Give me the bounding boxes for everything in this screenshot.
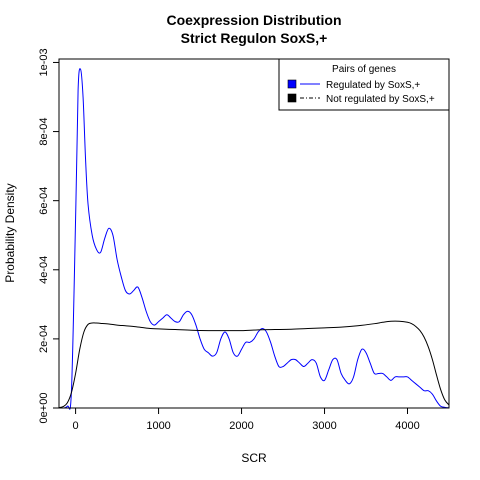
legend-swatch-regulated xyxy=(287,79,297,89)
series-line-regulated xyxy=(58,68,450,410)
x-tick-label: 2000 xyxy=(229,420,253,432)
y-tick-label: 6e-04 xyxy=(38,187,50,215)
x-tick-label: 4000 xyxy=(395,420,419,432)
series-lines xyxy=(58,68,450,410)
legend-title: Pairs of genes xyxy=(332,64,396,75)
legend-label-not-regulated: Not regulated by SoxS,+ xyxy=(326,94,435,105)
legend-label-regulated: Regulated by SoxS,+ xyxy=(326,80,420,91)
plot-frame xyxy=(58,58,450,409)
y-tick-label: 0e+00 xyxy=(38,393,50,424)
x-axis-label: SCR xyxy=(241,451,267,465)
y-tick-label: 8e-04 xyxy=(38,117,50,145)
y-tick-label: 4e-04 xyxy=(38,256,50,284)
chart-title: Coexpression Distribution xyxy=(166,12,341,28)
y-axis-label: Probability Density xyxy=(3,183,17,282)
legend-swatch-not-regulated xyxy=(287,93,297,103)
x-tick-label: 3000 xyxy=(312,420,336,432)
series-line-not-regulated xyxy=(58,320,450,409)
y-axis: 0e+00 2e-04 4e-04 6e-04 8e-04 1e-03 xyxy=(38,48,59,423)
y-tick-label: 1e-03 xyxy=(38,48,50,76)
x-tick-label: 1000 xyxy=(146,420,170,432)
legend: Pairs of genes Regulated by SoxS,+ Not r… xyxy=(278,58,450,111)
chart-subtitle: Strict Regulon SoxS,+ xyxy=(181,30,328,46)
y-tick-label: 2e-04 xyxy=(38,325,50,353)
x-tick-label: 0 xyxy=(73,420,79,432)
x-axis: 0 1000 2000 3000 4000 xyxy=(73,408,420,432)
